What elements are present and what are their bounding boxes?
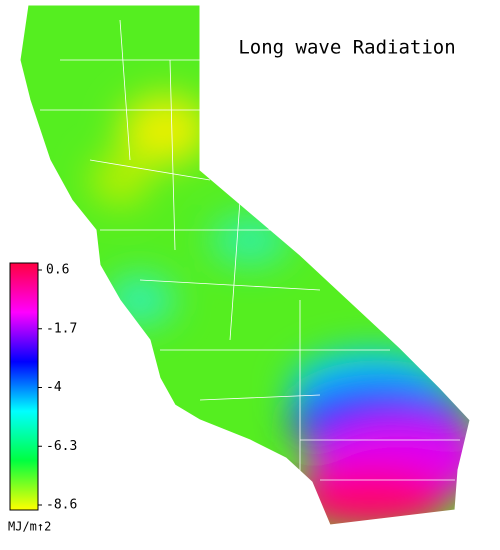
colorbar-tick-label: -8.6 xyxy=(46,498,77,513)
colorbar-tick-label: 0.6 xyxy=(46,263,69,278)
colorbar-tick-label: -4 xyxy=(46,380,62,395)
colorbar-tick-label: -1.7 xyxy=(46,321,77,336)
colorbar-unit: MJ/m↑2 xyxy=(8,520,51,534)
state-outline xyxy=(19,4,471,526)
colorbar xyxy=(9,262,39,511)
colorbar-tick-label: -6.3 xyxy=(46,439,77,454)
map-title: Long wave Radiation xyxy=(238,37,455,59)
